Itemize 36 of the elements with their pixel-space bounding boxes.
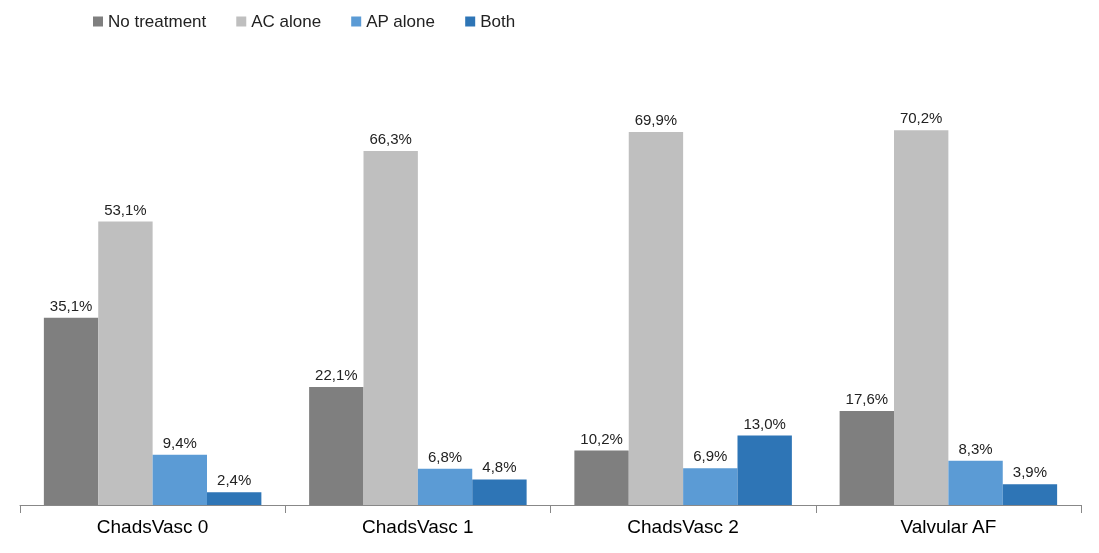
bar: [417, 468, 473, 505]
bar: [472, 479, 527, 505]
data-label: 8,3%: [958, 439, 993, 457]
legend-label: AC alone: [251, 12, 322, 31]
legend-label: No treatment: [108, 12, 207, 31]
data-label: 22,1%: [315, 366, 358, 384]
data-label: 10,2%: [580, 429, 623, 447]
bar: [207, 492, 262, 505]
data-label: 35,1%: [49, 296, 93, 314]
bar: [152, 454, 207, 505]
data-label: 6,9%: [693, 447, 728, 465]
x-tick-label: ChadsVasc 1: [362, 516, 474, 537]
data-label: 69,9%: [634, 110, 678, 128]
data-label: 9,4%: [162, 433, 197, 451]
bar: [628, 131, 684, 505]
data-label: 70,2%: [899, 109, 943, 127]
bar: [894, 130, 949, 505]
data-label: 4,8%: [482, 458, 517, 476]
data-label: 66,3%: [369, 130, 412, 148]
data-label: 53,1%: [104, 200, 147, 218]
legend-label: Both: [480, 12, 516, 31]
x-tick-label: ChadsVasc 2: [627, 516, 739, 537]
data-label: 17,6%: [845, 390, 889, 408]
data-label: 3,9%: [1012, 463, 1048, 481]
legend-label: AP alone: [366, 12, 435, 31]
bar: [1002, 484, 1058, 505]
x-tick-label: ChadsVasc 0: [96, 516, 209, 537]
bar: [363, 151, 418, 505]
bar: [683, 468, 738, 505]
bar: [737, 435, 792, 505]
bar: [98, 221, 153, 505]
data-label: 2,4%: [217, 471, 252, 489]
data-label: 13,0%: [743, 414, 786, 432]
data-label: 6,8%: [427, 447, 463, 465]
bar: [948, 460, 1003, 505]
x-tick-label: Valvular AF: [900, 516, 997, 537]
